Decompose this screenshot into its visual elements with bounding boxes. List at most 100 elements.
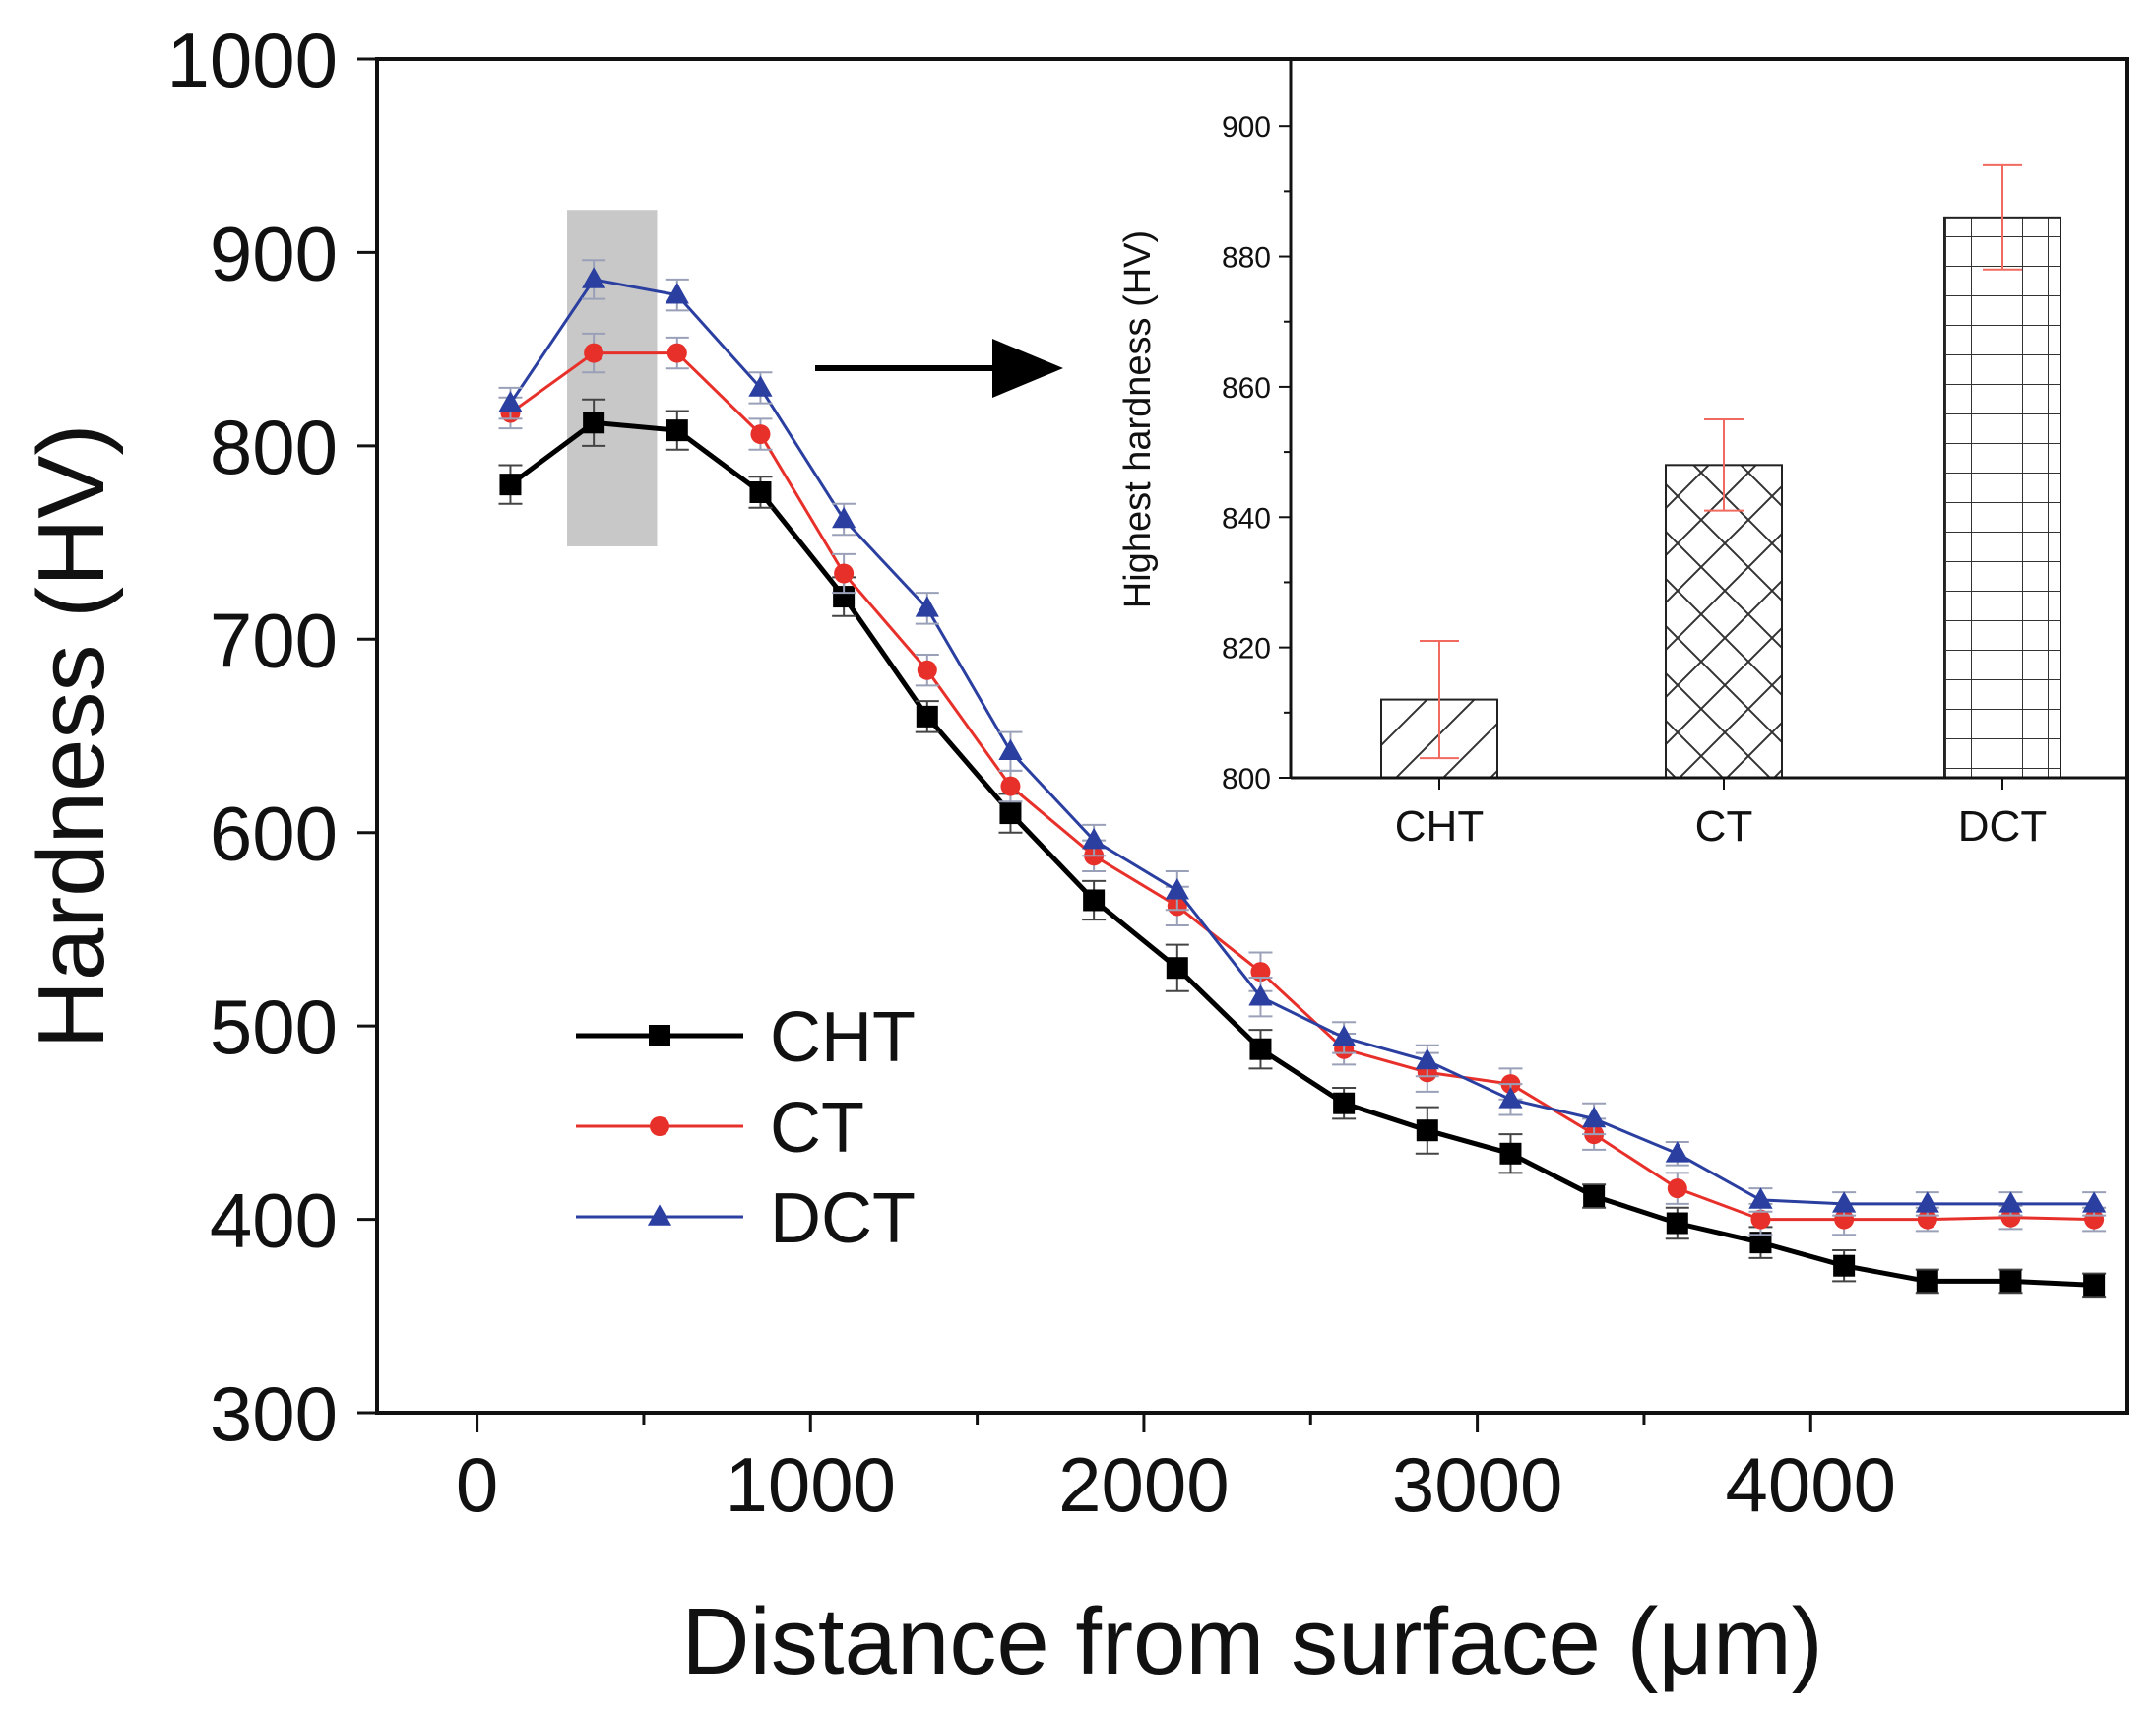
main-x-tick-label: 3000 — [1392, 1441, 1563, 1528]
data-point-ct — [1834, 1209, 1855, 1230]
data-point-dct — [915, 596, 939, 617]
legend-swatch-marker — [649, 1025, 670, 1046]
data-point-dct — [665, 282, 689, 304]
highlight-region — [567, 210, 658, 546]
legend-label: CHT — [770, 998, 916, 1077]
data-point-dct — [1165, 877, 1189, 900]
series-dct — [498, 259, 2107, 1217]
main-y-tick-label: 600 — [210, 791, 338, 877]
data-point-ct — [666, 343, 687, 363]
legend-swatch-marker — [647, 1204, 672, 1226]
data-point-ct — [1000, 776, 1021, 796]
inset-y-tick-label: 800 — [1222, 763, 1271, 795]
data-point-cht — [1583, 1185, 1606, 1207]
data-point-cht — [499, 474, 522, 496]
series-line-cht — [508, 419, 2095, 1288]
main-y-axis-label: Hardness (HV) — [19, 424, 124, 1049]
data-point-dct — [832, 506, 856, 529]
data-point-dct — [1665, 1141, 1689, 1163]
data-point-dct — [1915, 1191, 1939, 1213]
inset-y-axis: 800 820 840 860 880 900 — [1222, 111, 1291, 795]
legend-item-cht: CHT — [576, 998, 916, 1077]
data-point-dct — [1582, 1106, 1607, 1128]
main-series-group — [498, 259, 2107, 1299]
data-point-cht — [1249, 1038, 1272, 1060]
inset-bars-group — [1380, 163, 2061, 780]
main-y-tick-label: 500 — [210, 983, 338, 1070]
data-point-cht — [1333, 1092, 1356, 1114]
inset-y-tick-label: 820 — [1222, 633, 1271, 666]
main-y-tick-label: 400 — [210, 1177, 338, 1264]
main-x-tick-label: 4000 — [1726, 1441, 1897, 1528]
data-point-ct — [1750, 1209, 1771, 1230]
data-point-dct — [1415, 1047, 1439, 1070]
series-line-dct — [509, 278, 2095, 1206]
data-point-dct — [498, 390, 523, 412]
main-x-tick-label: 1000 — [726, 1441, 897, 1528]
data-point-ct — [917, 660, 937, 680]
data-point-cht — [1083, 889, 1106, 912]
data-point-dct — [1748, 1187, 1773, 1209]
legend-item-ct: CT — [576, 1089, 864, 1168]
data-point-dct — [2082, 1191, 2107, 1213]
inset-category-label: DCT — [1958, 802, 2047, 851]
inset-y-axis-label: Highest hardness (HV) — [1117, 230, 1159, 608]
inset-y-tick-label: 860 — [1222, 372, 1271, 405]
main-y-tick-label: 300 — [210, 1370, 338, 1457]
data-point-cht — [666, 419, 688, 442]
inset-category-label: CT — [1695, 802, 1753, 851]
data-point-ct — [584, 343, 604, 363]
data-point-cht — [833, 586, 856, 608]
data-point-ct — [1917, 1209, 1937, 1230]
data-point-ct — [834, 563, 855, 584]
main-x-axis: 0 1000 2000 3000 4000 — [456, 1413, 1896, 1528]
data-point-dct — [1248, 984, 1273, 1006]
legend-label: CT — [770, 1089, 864, 1168]
legend-label: DCT — [770, 1179, 916, 1258]
data-point-dct — [1332, 1025, 1357, 1046]
bar-dct — [1943, 216, 2061, 779]
inset-category-label: CHT — [1395, 802, 1484, 851]
data-point-cht — [1749, 1232, 1772, 1254]
inset-x-axis: CHT CT DCT — [1395, 778, 2047, 851]
inset-y-tick-label: 900 — [1222, 111, 1271, 144]
data-point-cht — [1833, 1254, 1856, 1277]
data-point-cht — [1499, 1142, 1522, 1165]
data-point-cht — [916, 705, 938, 728]
data-point-dct — [1832, 1191, 1857, 1213]
main-x-tick-label: 2000 — [1058, 1441, 1230, 1528]
legend: CHT CT DCT — [576, 998, 916, 1258]
main-y-tick-label: 700 — [210, 597, 338, 683]
data-point-cht — [1916, 1270, 1938, 1293]
data-point-cht — [1416, 1119, 1438, 1142]
main-line-chart: 0 1000 2000 3000 4000 300 400 500 600 700 800 900 1… — [19, 17, 2129, 1694]
data-point-dct — [998, 738, 1023, 761]
data-point-cht — [2083, 1274, 2106, 1297]
inset-y-tick-label: 880 — [1222, 242, 1271, 275]
main-x-tick-label: 0 — [456, 1441, 498, 1528]
data-point-dct — [1498, 1087, 1523, 1109]
main-plot-frame — [375, 57, 2129, 1415]
data-point-cht — [1166, 957, 1188, 980]
bar-ct — [1665, 464, 1783, 779]
main-y-tick-label: 800 — [210, 404, 338, 490]
data-point-dct — [1082, 827, 1107, 850]
data-point-dct — [582, 267, 606, 288]
inset-y-tick-label: 840 — [1222, 502, 1271, 535]
data-point-ct — [750, 424, 771, 445]
data-point-cht — [999, 802, 1022, 825]
legend-swatch-marker — [650, 1116, 669, 1136]
data-point-cht — [1999, 1270, 2022, 1293]
data-point-dct — [748, 375, 773, 397]
data-point-ct — [1667, 1178, 1687, 1199]
series-line-ct — [509, 351, 2095, 1222]
main-y-axis: 300 400 500 600 700 800 900 1000 — [166, 17, 377, 1457]
legend-item-dct: DCT — [576, 1179, 916, 1258]
main-y-tick-label: 900 — [210, 210, 338, 296]
data-point-ct — [2084, 1209, 2105, 1230]
data-point-cht — [749, 481, 772, 503]
main-x-axis-label: Distance from surface (μm) — [681, 1589, 1823, 1694]
data-point-cht — [1666, 1212, 1688, 1235]
data-point-cht — [583, 412, 605, 434]
